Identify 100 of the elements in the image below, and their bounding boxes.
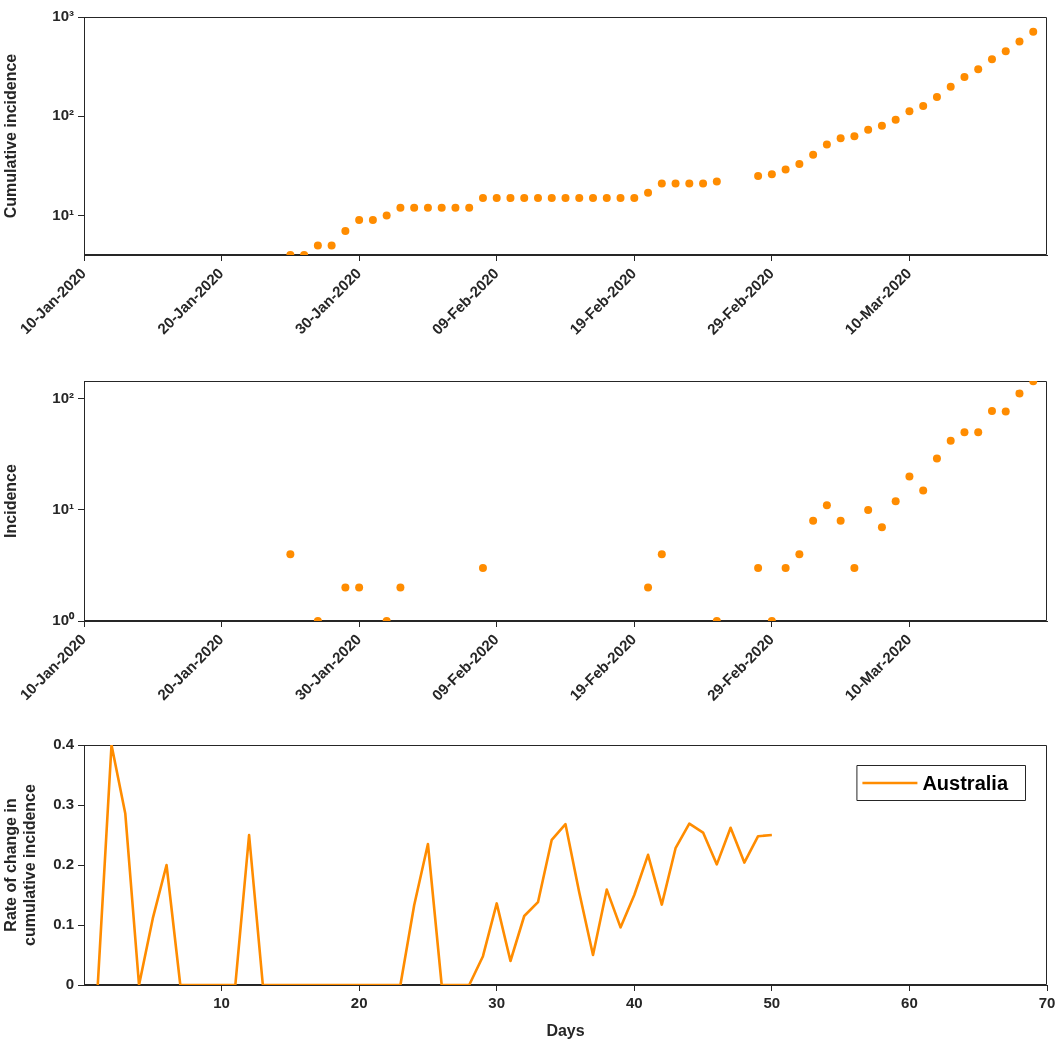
point: [932, 454, 941, 463]
y-tick-label: 0.1: [53, 915, 74, 933]
point: [451, 203, 460, 212]
point: [520, 194, 529, 203]
point: [960, 428, 969, 437]
point: [864, 505, 873, 514]
point: [946, 82, 955, 91]
y-tick-label: 0.3: [53, 795, 74, 813]
x-axis-title: Days: [546, 1021, 585, 1039]
point: [946, 436, 955, 445]
point: [341, 583, 350, 592]
point: [492, 194, 501, 203]
point: [1001, 47, 1010, 56]
point: [795, 160, 804, 169]
point: [423, 203, 432, 212]
point: [589, 194, 598, 203]
point: [355, 216, 364, 225]
y-tick-label: 10²: [52, 389, 74, 407]
y-axis-title: Rate of change in cumulative incidence: [2, 783, 39, 946]
x-tick-label: 10: [213, 994, 230, 1012]
point: [1015, 37, 1024, 46]
point: [1001, 407, 1010, 416]
point: [699, 179, 708, 188]
point: [850, 132, 859, 141]
point: [905, 472, 914, 481]
point: [712, 177, 721, 186]
point: [1029, 27, 1038, 36]
point: [616, 194, 625, 203]
point: [602, 194, 611, 203]
point: [987, 55, 996, 64]
point: [864, 125, 873, 134]
x-tick-label: 30: [488, 994, 506, 1012]
point: [1015, 389, 1024, 398]
x-tick-label: 60: [901, 994, 918, 1012]
y-tick-label: 10⁰: [52, 611, 75, 629]
point: [836, 516, 845, 525]
point: [547, 194, 556, 203]
y-tick-label: 10³: [52, 7, 74, 25]
point: [286, 550, 295, 559]
point: [533, 194, 542, 203]
point: [781, 165, 790, 174]
point: [754, 172, 763, 181]
point: [368, 216, 377, 225]
point: [685, 179, 694, 188]
point: [919, 486, 928, 495]
point: [657, 179, 666, 188]
x-tick-label: 50: [763, 994, 781, 1012]
point: [671, 179, 680, 188]
point: [781, 564, 790, 573]
point: [644, 188, 653, 197]
point: [822, 140, 831, 149]
point: [987, 406, 996, 415]
point: [478, 564, 487, 573]
x-tick-label: 40: [625, 994, 643, 1012]
point: [465, 203, 474, 212]
y-tick-label: 10²: [52, 106, 74, 124]
point: [396, 203, 405, 212]
y-axis-title: Incidence: [2, 464, 20, 538]
point: [657, 550, 666, 559]
point: [974, 65, 983, 74]
y-tick-label: 10¹: [52, 205, 74, 223]
point: [891, 115, 900, 124]
point: [644, 583, 653, 592]
point: [355, 583, 364, 592]
y-tick-label: 0: [65, 975, 74, 993]
y-tick-label: 0.4: [53, 735, 75, 753]
point: [341, 226, 350, 235]
y-axis-title: Cumulative incidence: [2, 53, 20, 219]
point: [575, 194, 584, 203]
y-tick-label: 10¹: [52, 500, 74, 518]
point: [836, 134, 845, 143]
point: [410, 203, 419, 212]
point: [630, 194, 639, 203]
point: [327, 241, 336, 250]
point: [561, 194, 570, 203]
point: [822, 501, 831, 510]
point: [877, 121, 886, 130]
point: [877, 523, 886, 532]
point: [974, 428, 983, 437]
x-tick-label: 70: [1038, 994, 1056, 1012]
point: [313, 241, 322, 250]
point: [795, 550, 804, 559]
point: [919, 101, 928, 110]
point: [396, 583, 405, 592]
point: [932, 93, 941, 102]
point: [478, 194, 487, 203]
legend-label: Australia: [922, 771, 1009, 794]
point: [437, 203, 446, 212]
point: [850, 564, 859, 573]
point: [891, 497, 900, 506]
point: [960, 73, 969, 82]
point: [905, 107, 914, 116]
x-tick-label: 20: [350, 994, 368, 1012]
point: [506, 194, 515, 203]
point: [754, 564, 763, 573]
point: [382, 211, 391, 220]
point: [767, 170, 776, 179]
y-tick-label: 0.2: [53, 855, 74, 873]
point: [809, 150, 818, 159]
point: [809, 516, 818, 525]
